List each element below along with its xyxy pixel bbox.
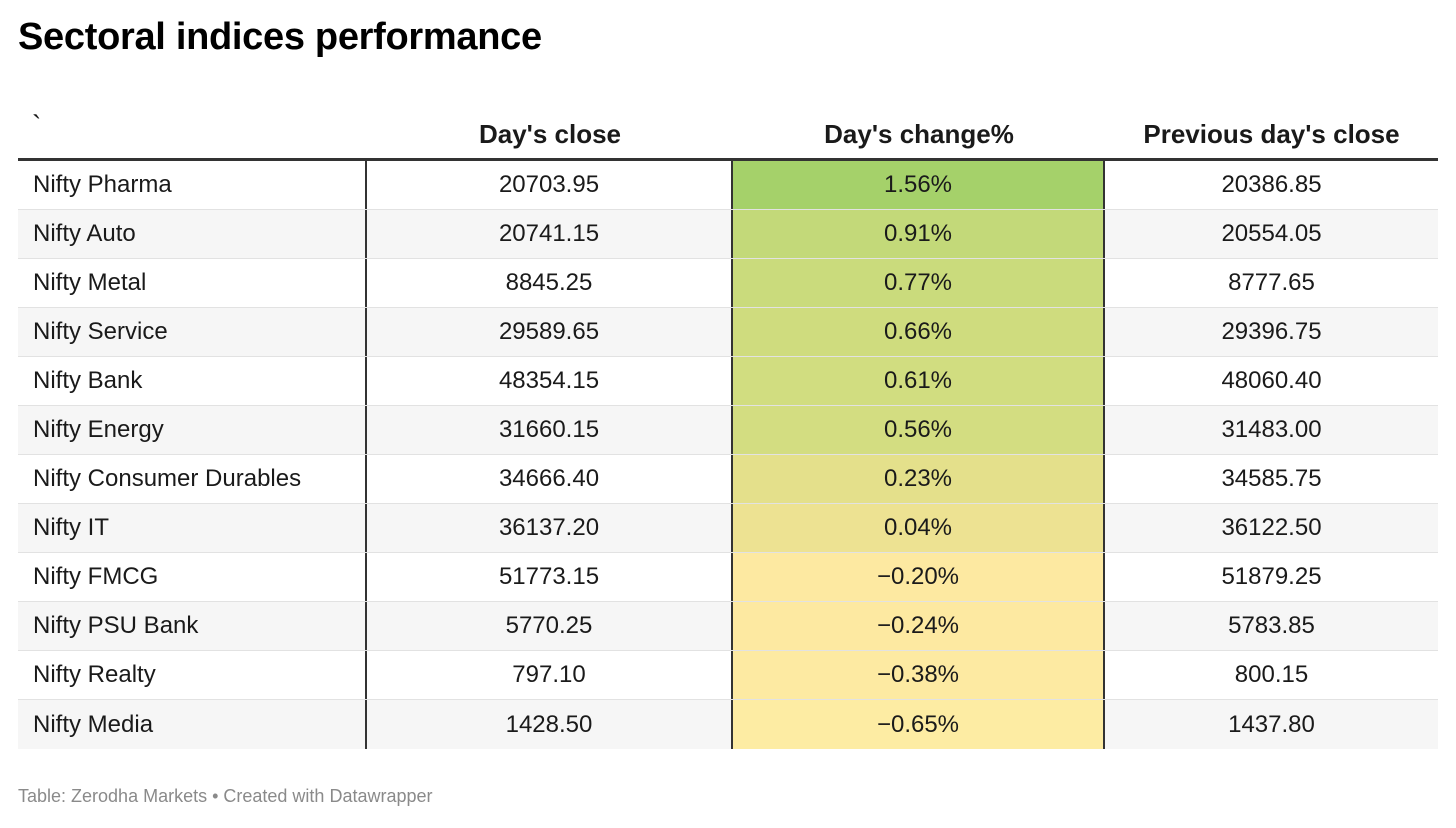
cell-days-change: 0.61%	[733, 357, 1105, 405]
cell-previous-close: 5783.85	[1228, 612, 1315, 639]
cell-days-change: −0.65%	[733, 700, 1105, 749]
cell-previous-close: 8777.65	[1228, 269, 1315, 296]
cell-days-close: 5770.25	[367, 602, 733, 650]
table-row: Nifty Energy 31660.15 0.56% 31483.00	[18, 406, 1438, 455]
table-row: Nifty Consumer Durables 34666.40 0.23% 3458…	[18, 455, 1438, 504]
table-body: Nifty Pharma 20703.95 1.56% 20386.85 Nifty A…	[18, 161, 1438, 749]
cell-days-change: 0.91%	[733, 210, 1105, 258]
cell-days-change: 0.23%	[733, 455, 1105, 503]
table-row: Nifty Realty 797.10 −0.38% 800.15	[18, 651, 1438, 700]
cell-days-change: 0.66%	[733, 308, 1105, 356]
cell-days-close: 20703.95	[367, 161, 733, 209]
table-row: Nifty PSU Bank 5770.25 −0.24% 5783.85	[18, 602, 1438, 651]
cell-index-name: Nifty Realty	[18, 651, 367, 699]
cell-index-name: Nifty Service	[18, 308, 367, 356]
cell-days-close: 1428.50	[367, 700, 733, 749]
cell-days-close: 36137.20	[367, 504, 733, 552]
table-row: Nifty Bank 48354.15 0.61% 48060.40	[18, 357, 1438, 406]
cell-days-change: 0.04%	[733, 504, 1105, 552]
page-title: Sectoral indices performance	[18, 16, 542, 58]
cell-index-name: Nifty Auto	[18, 210, 367, 258]
cell-previous-close: 20554.05	[1221, 220, 1322, 247]
cell-days-close: 29589.65	[367, 308, 733, 356]
cell-previous-close: 1437.80	[1228, 710, 1315, 738]
column-header-close[interactable]: Day's close	[478, 118, 622, 149]
cell-index-name: Nifty Energy	[18, 406, 367, 454]
table-row: Nifty Pharma 20703.95 1.56% 20386.85	[18, 161, 1438, 210]
cell-previous-close: 800.15	[1234, 661, 1309, 688]
cell-index-name: Nifty PSU Bank	[18, 602, 367, 650]
column-header-prev[interactable]: Previous day's close	[1143, 118, 1400, 149]
cell-previous-close: 51879.25	[1221, 563, 1322, 590]
source-footer: Table: Zerodha Markets • Created with Da…	[18, 786, 433, 806]
cell-index-name: Nifty FMCG	[18, 553, 367, 601]
cell-previous-close: 34585.75	[1221, 465, 1322, 492]
column-header-name[interactable]: `	[32, 110, 42, 141]
cell-days-close: 797.10	[367, 651, 733, 699]
cell-index-name: Nifty Metal	[18, 259, 367, 307]
cell-days-change: −0.20%	[733, 553, 1105, 601]
cell-index-name: Nifty IT	[18, 504, 367, 552]
cell-days-close: 48354.15	[367, 357, 733, 405]
cell-previous-close: 29396.75	[1221, 318, 1322, 345]
table-row: Nifty Service 29589.65 0.66% 29396.75	[18, 308, 1438, 357]
column-header-change[interactable]: Day's change%	[824, 118, 1014, 149]
cell-days-change: −0.38%	[733, 651, 1105, 699]
cell-days-close: 20741.15	[367, 210, 733, 258]
cell-previous-close: 20386.85	[1221, 171, 1322, 198]
table-row: Nifty Metal 8845.25 0.77% 8777.65	[18, 259, 1438, 308]
table-row: Nifty Auto 20741.15 0.91% 20554.05	[18, 210, 1438, 259]
cell-days-change: 1.56%	[733, 161, 1105, 209]
cell-index-name: Nifty Pharma	[18, 161, 367, 209]
cell-previous-close: 31483.00	[1221, 416, 1322, 443]
cell-index-name: Nifty Consumer Durables	[18, 455, 367, 503]
cell-days-change: −0.24%	[733, 602, 1105, 650]
table-row: Nifty IT 36137.20 0.04% 36122.50	[18, 504, 1438, 553]
cell-days-change: 0.77%	[733, 259, 1105, 307]
cell-previous-close: 36122.50	[1221, 514, 1322, 541]
cell-index-name: Nifty Bank	[18, 357, 367, 405]
cell-days-change: 0.56%	[733, 406, 1105, 454]
cell-index-name: Nifty Media	[18, 700, 367, 749]
table-header: ` Day's close Day's change% Previous day…	[18, 100, 1438, 161]
table-row: Nifty Media 1428.50 −0.65% 1437.80	[18, 700, 1438, 749]
table-row: Nifty FMCG 51773.15 −0.20% 51879.25	[18, 553, 1438, 602]
cell-previous-close: 48060.40	[1221, 367, 1322, 394]
cell-days-close: 34666.40	[367, 455, 733, 503]
cell-days-close: 31660.15	[367, 406, 733, 454]
sector-table: ` Day's close Day's change% Previous day…	[18, 100, 1438, 749]
cell-days-close: 51773.15	[367, 553, 733, 601]
cell-days-close: 8845.25	[367, 259, 733, 307]
